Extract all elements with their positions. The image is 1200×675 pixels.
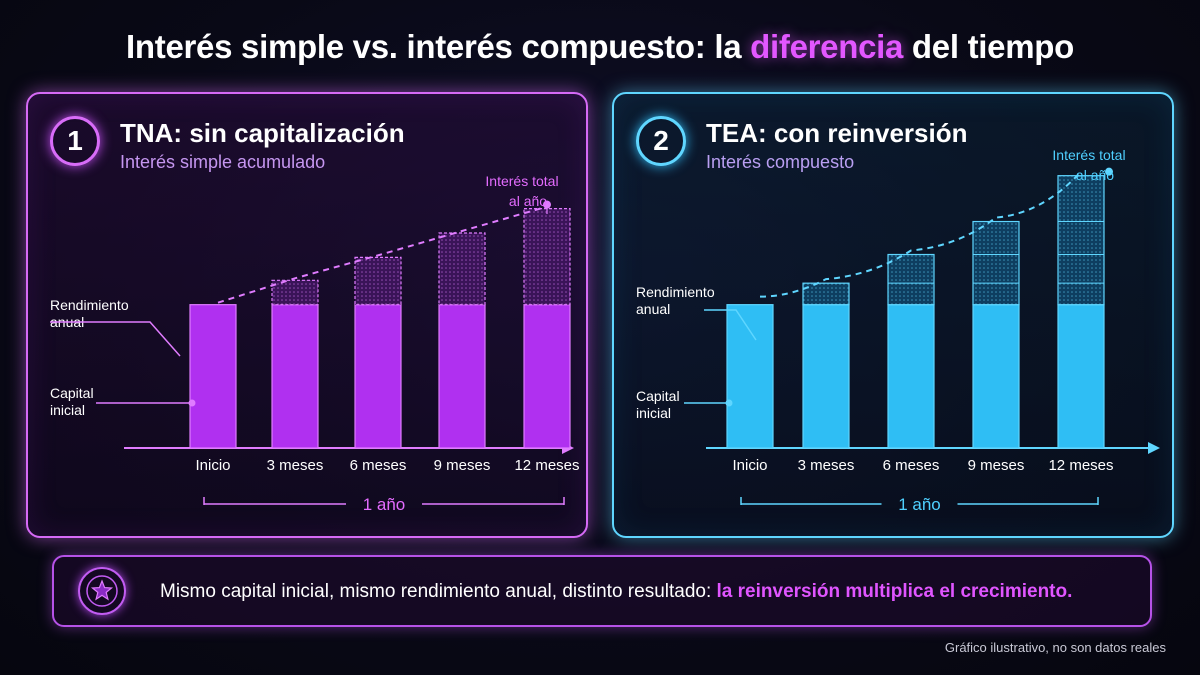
title-text: Interés simple vs. interés compuesto: la [126,28,751,65]
page-title: Interés simple vs. interés compuesto: la… [0,28,1200,66]
bar-capital [887,304,935,449]
panel-number-badge: 1 [50,116,100,166]
annotation-label: Capital [636,388,680,404]
bar-capital [271,304,319,449]
x-tick-label: 9 meses [968,457,1025,474]
x-tick-label: 6 meses [350,457,407,474]
panel-subtitle: Interés simple acumulado [120,152,326,172]
x-tick-label: 12 meses [1048,457,1113,474]
span-label: 1 año [898,495,941,514]
annotation-label: inicial [636,405,671,421]
annotation-dot [188,399,196,407]
x-tick-label: 6 meses [883,457,940,474]
annotation-leader [50,321,181,357]
trend-line [217,205,548,304]
annotation-label: anual [636,301,670,317]
bar-capital [438,304,486,449]
x-tick-label: 3 meses [798,457,855,474]
compound-interest-chart: Inicio 3 meses 6 meses 9 meses 12 meses Rendi… [636,147,1160,514]
bar-return [887,253,935,306]
panel-number-badge: 2 [636,116,686,166]
star-icon [78,567,126,615]
summary-text-highlight: la reinversión multiplica el crecimiento… [716,581,1073,602]
disclaimer-note: Gráfico ilustrativo, no son datos reales [944,640,1166,655]
total-interest-label: al año [509,193,547,209]
simple-interest-panel: 1 TNA: sin capitalización Interés simple… [26,92,588,538]
title-highlight: diferencia [750,28,904,65]
panel-title: TNA: sin capitalización [120,118,405,148]
bar-return [972,220,1020,306]
bar-capital [523,304,571,449]
bar-capital [802,304,850,449]
bar-return [523,208,571,306]
total-interest-label: Interés total [485,173,558,189]
bar-return [354,256,402,306]
summary-text: Mismo capital inicial, mismo rendimiento… [160,581,1072,603]
annotation-label: inicial [50,402,85,418]
bar-return [271,279,319,306]
bar-capital [726,304,774,449]
x-tick-label: 12 meses [514,457,579,474]
x-axis-arrow [1148,442,1160,454]
annotation-leader [704,309,757,341]
trend-line [759,170,1082,298]
panel-subtitle: Interés compuesto [706,152,855,172]
title-text-end: del tiempo [903,28,1074,65]
annotation-label: Rendimiento [50,297,129,313]
annotation-dot [725,399,733,407]
panel-title: TEA: con reinversión [706,118,968,148]
annotation-label: Rendimiento [636,284,715,300]
x-tick-label: 3 meses [267,457,324,474]
span-label: 1 año [363,495,406,514]
summary-text-main: Mismo capital inicial, mismo rendimiento… [160,581,717,602]
bar-return [802,282,850,306]
annotation-label: Capital [50,385,94,401]
bar-capital [354,304,402,449]
total-dot [1105,167,1113,176]
summary-banner: Mismo capital inicial, mismo rendimiento… [52,555,1152,627]
total-interest-label: al año [1076,167,1114,183]
bar-return [1057,175,1105,306]
x-tick-label: 9 meses [434,457,491,474]
compound-interest-panel: 2 TEA: con reinversión Interés compuesto… [612,92,1174,538]
simple-interest-chart: Inicio 3 meses 6 meses 9 meses 12 meses Rendi… [50,173,580,514]
bar-return [438,232,486,306]
x-tick-label: Inicio [732,457,767,474]
bar-capital [189,304,237,449]
total-interest-label: Interés total [1052,147,1125,163]
bar-capital [972,304,1020,449]
bar-capital [1057,304,1105,449]
x-tick-label: Inicio [195,457,230,474]
